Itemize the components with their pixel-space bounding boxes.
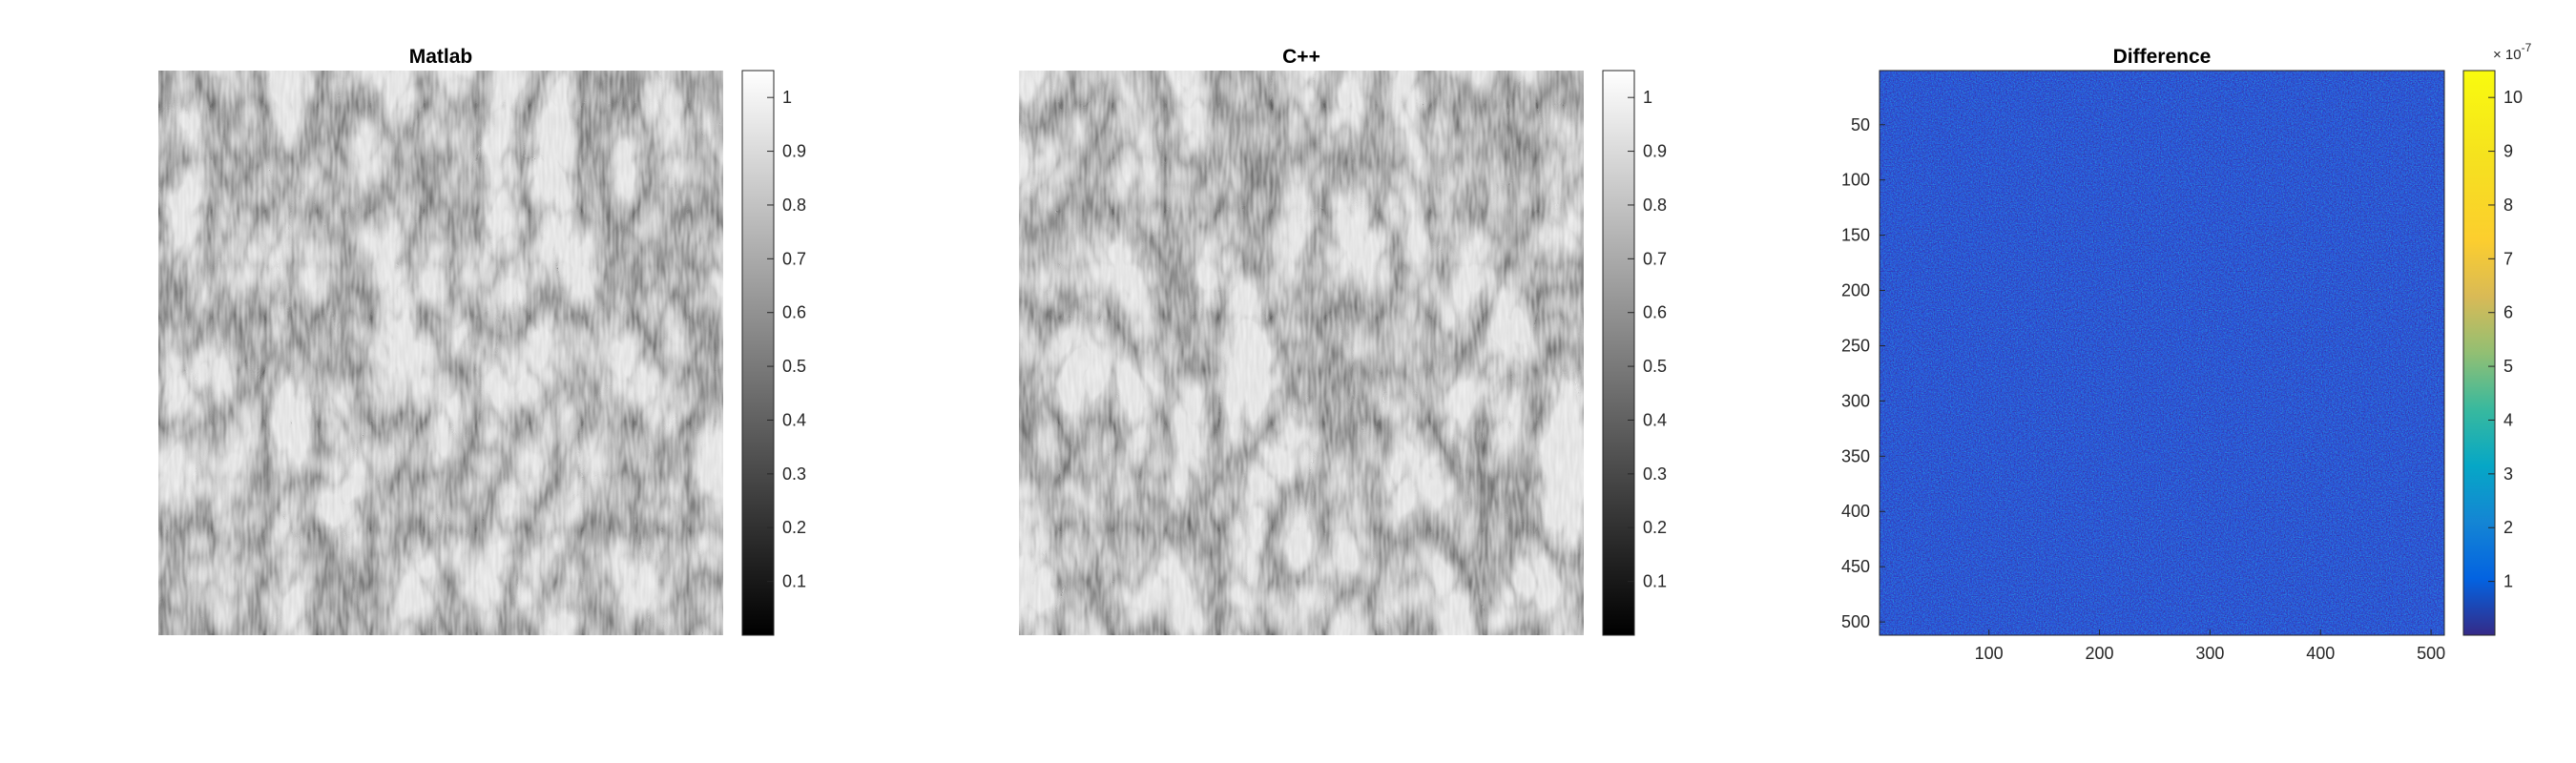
- panel-matlab: Matlab 0.1 0.2 0.3 0.4 0.5 0.6 0.7 0.8 0.9 1: [158, 46, 806, 636]
- y-tick-label: 450: [1841, 557, 1870, 576]
- colorbar-tick-label: 0.2: [1643, 518, 1667, 537]
- colorbar-tick-label: 1: [782, 88, 792, 107]
- colorbar-matlab: 0.1 0.2 0.3 0.4 0.5 0.6 0.7 0.8 0.9 1: [741, 70, 806, 636]
- colorbar-tick-label: 0.8: [782, 196, 806, 215]
- colorbar-tick-label: 1: [2503, 572, 2513, 591]
- colorbar-tick-label: 0.1: [1643, 572, 1667, 591]
- colorbar-tick-label: 8: [2503, 196, 2513, 215]
- y-tick-label: 350: [1841, 446, 1870, 465]
- panel-cpp: C++ 0.1 0.2 0.3 0.4 0.5 0.6 0.7 0.8 0.9 1: [1019, 46, 1667, 636]
- panel-difference: Difference 100 200 300 400 50050100150200250…: [1841, 41, 2532, 663]
- colorbar-tick-label: 0.3: [1643, 464, 1667, 484]
- image-matlab: [158, 71, 723, 635]
- colorbar-tick-label: 6: [2503, 303, 2513, 322]
- colorbar-tick-label: 0.3: [782, 464, 806, 484]
- colorbar-difference: 1 2 3 4 5 6 7 8 9 10 × 10-7: [2462, 41, 2532, 636]
- y-tick-label: 500: [1841, 612, 1870, 631]
- x-tick-label: 500: [2417, 644, 2445, 663]
- colorbar-cpp: 0.1 0.2 0.3 0.4 0.5 0.6 0.7 0.8 0.9 1: [1602, 70, 1667, 636]
- y-tick-label: 300: [1841, 391, 1870, 410]
- x-tick-label: 200: [2086, 644, 2114, 663]
- x-tick-label: 300: [2195, 644, 2224, 663]
- y-tick-label: 100: [1841, 171, 1870, 190]
- colorbar-tick-label: 0.5: [782, 357, 806, 376]
- colorbar-tick-label: 0.5: [1643, 357, 1667, 376]
- y-tick-label: 50: [1851, 115, 1870, 134]
- colorbar-tick-label: 0.9: [1643, 142, 1667, 161]
- colorbar-tick-label: 10: [2503, 88, 2523, 107]
- y-tick-label: 250: [1841, 336, 1870, 355]
- colorbar-tick-label: 0.1: [782, 572, 806, 591]
- x-tick-label: 100: [1975, 644, 2004, 663]
- image-difference: [1879, 70, 2445, 636]
- x-tick-label: 400: [2306, 644, 2335, 663]
- colorbar-exponent: × 10-7: [2493, 41, 2532, 63]
- colorbar-tick-label: 5: [2503, 357, 2513, 376]
- colorbar-tick-label: 0.8: [1643, 196, 1667, 215]
- colorbar-tick-label: 0.7: [782, 249, 806, 268]
- colorbar-tick-label: 0.4: [782, 410, 806, 429]
- colorbar-tick-label: 0.9: [782, 142, 806, 161]
- colorbar-tick-label: 2: [2503, 518, 2513, 537]
- colorbar-tick-label: 0.4: [1643, 410, 1667, 429]
- y-tick-label: 150: [1841, 226, 1870, 245]
- image-cpp: [1019, 71, 1584, 635]
- colorbar-tick-label: 0.2: [782, 518, 806, 537]
- colorbar-tick-label: 9: [2503, 142, 2513, 161]
- colorbar-tick-label: 0.6: [782, 303, 806, 322]
- y-tick-label: 400: [1841, 502, 1870, 521]
- colorbar-tick-label: 3: [2503, 464, 2513, 484]
- colorbar-tick-label: 7: [2503, 249, 2513, 268]
- colorbar-tick-label: 0.6: [1643, 303, 1667, 322]
- colorbar-tick-label: 1: [1643, 88, 1652, 107]
- chart-title: C++: [1282, 46, 1320, 68]
- chart-title: Matlab: [409, 46, 473, 68]
- colorbar-tick-label: 4: [2503, 410, 2513, 429]
- chart-title: Difference: [2113, 46, 2212, 68]
- colorbar-tick-label: 0.7: [1643, 249, 1667, 268]
- y-tick-label: 200: [1841, 281, 1870, 300]
